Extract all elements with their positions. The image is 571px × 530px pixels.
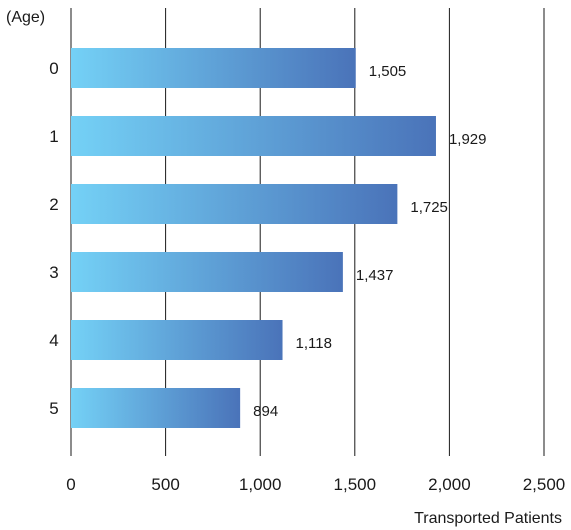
x-tick-label: 2,000 bbox=[428, 475, 471, 494]
bar-age-1 bbox=[71, 116, 436, 156]
bar-age-5 bbox=[71, 388, 241, 428]
value-label: 894 bbox=[253, 403, 278, 420]
y-tick-label: 3 bbox=[49, 263, 58, 282]
y-tick-label: 5 bbox=[49, 399, 58, 418]
bar-age-0 bbox=[71, 48, 356, 88]
x-tick-label: 500 bbox=[151, 475, 179, 494]
value-label: 1,437 bbox=[356, 267, 394, 284]
y-tick-label: 2 bbox=[49, 195, 58, 214]
bar-age-3 bbox=[71, 252, 343, 292]
x-tick-label: 2,500 bbox=[523, 475, 566, 494]
y-tick-label: 1 bbox=[49, 127, 58, 146]
y-tick-label: 0 bbox=[49, 59, 58, 78]
x-tick-label: 0 bbox=[66, 475, 75, 494]
bars bbox=[71, 48, 436, 428]
y-axis-title: (Age) bbox=[6, 9, 45, 26]
x-tick-label: 1,500 bbox=[334, 475, 377, 494]
value-label: 1,118 bbox=[296, 335, 332, 352]
value-label: 1,505 bbox=[369, 63, 407, 80]
bar-age-2 bbox=[71, 184, 398, 224]
x-axis-title: Transported Patients bbox=[414, 510, 562, 527]
x-tick-label: 1,000 bbox=[239, 475, 282, 494]
bar-age-4 bbox=[71, 320, 283, 360]
labels: 0 500 1,000 1,500 2,000 2,500 0 1,505 1 1,929 2 1,7… bbox=[49, 59, 565, 494]
y-tick-label: 4 bbox=[49, 331, 58, 350]
value-label: 1,929 bbox=[449, 131, 487, 148]
value-label: 1,725 bbox=[410, 199, 448, 216]
